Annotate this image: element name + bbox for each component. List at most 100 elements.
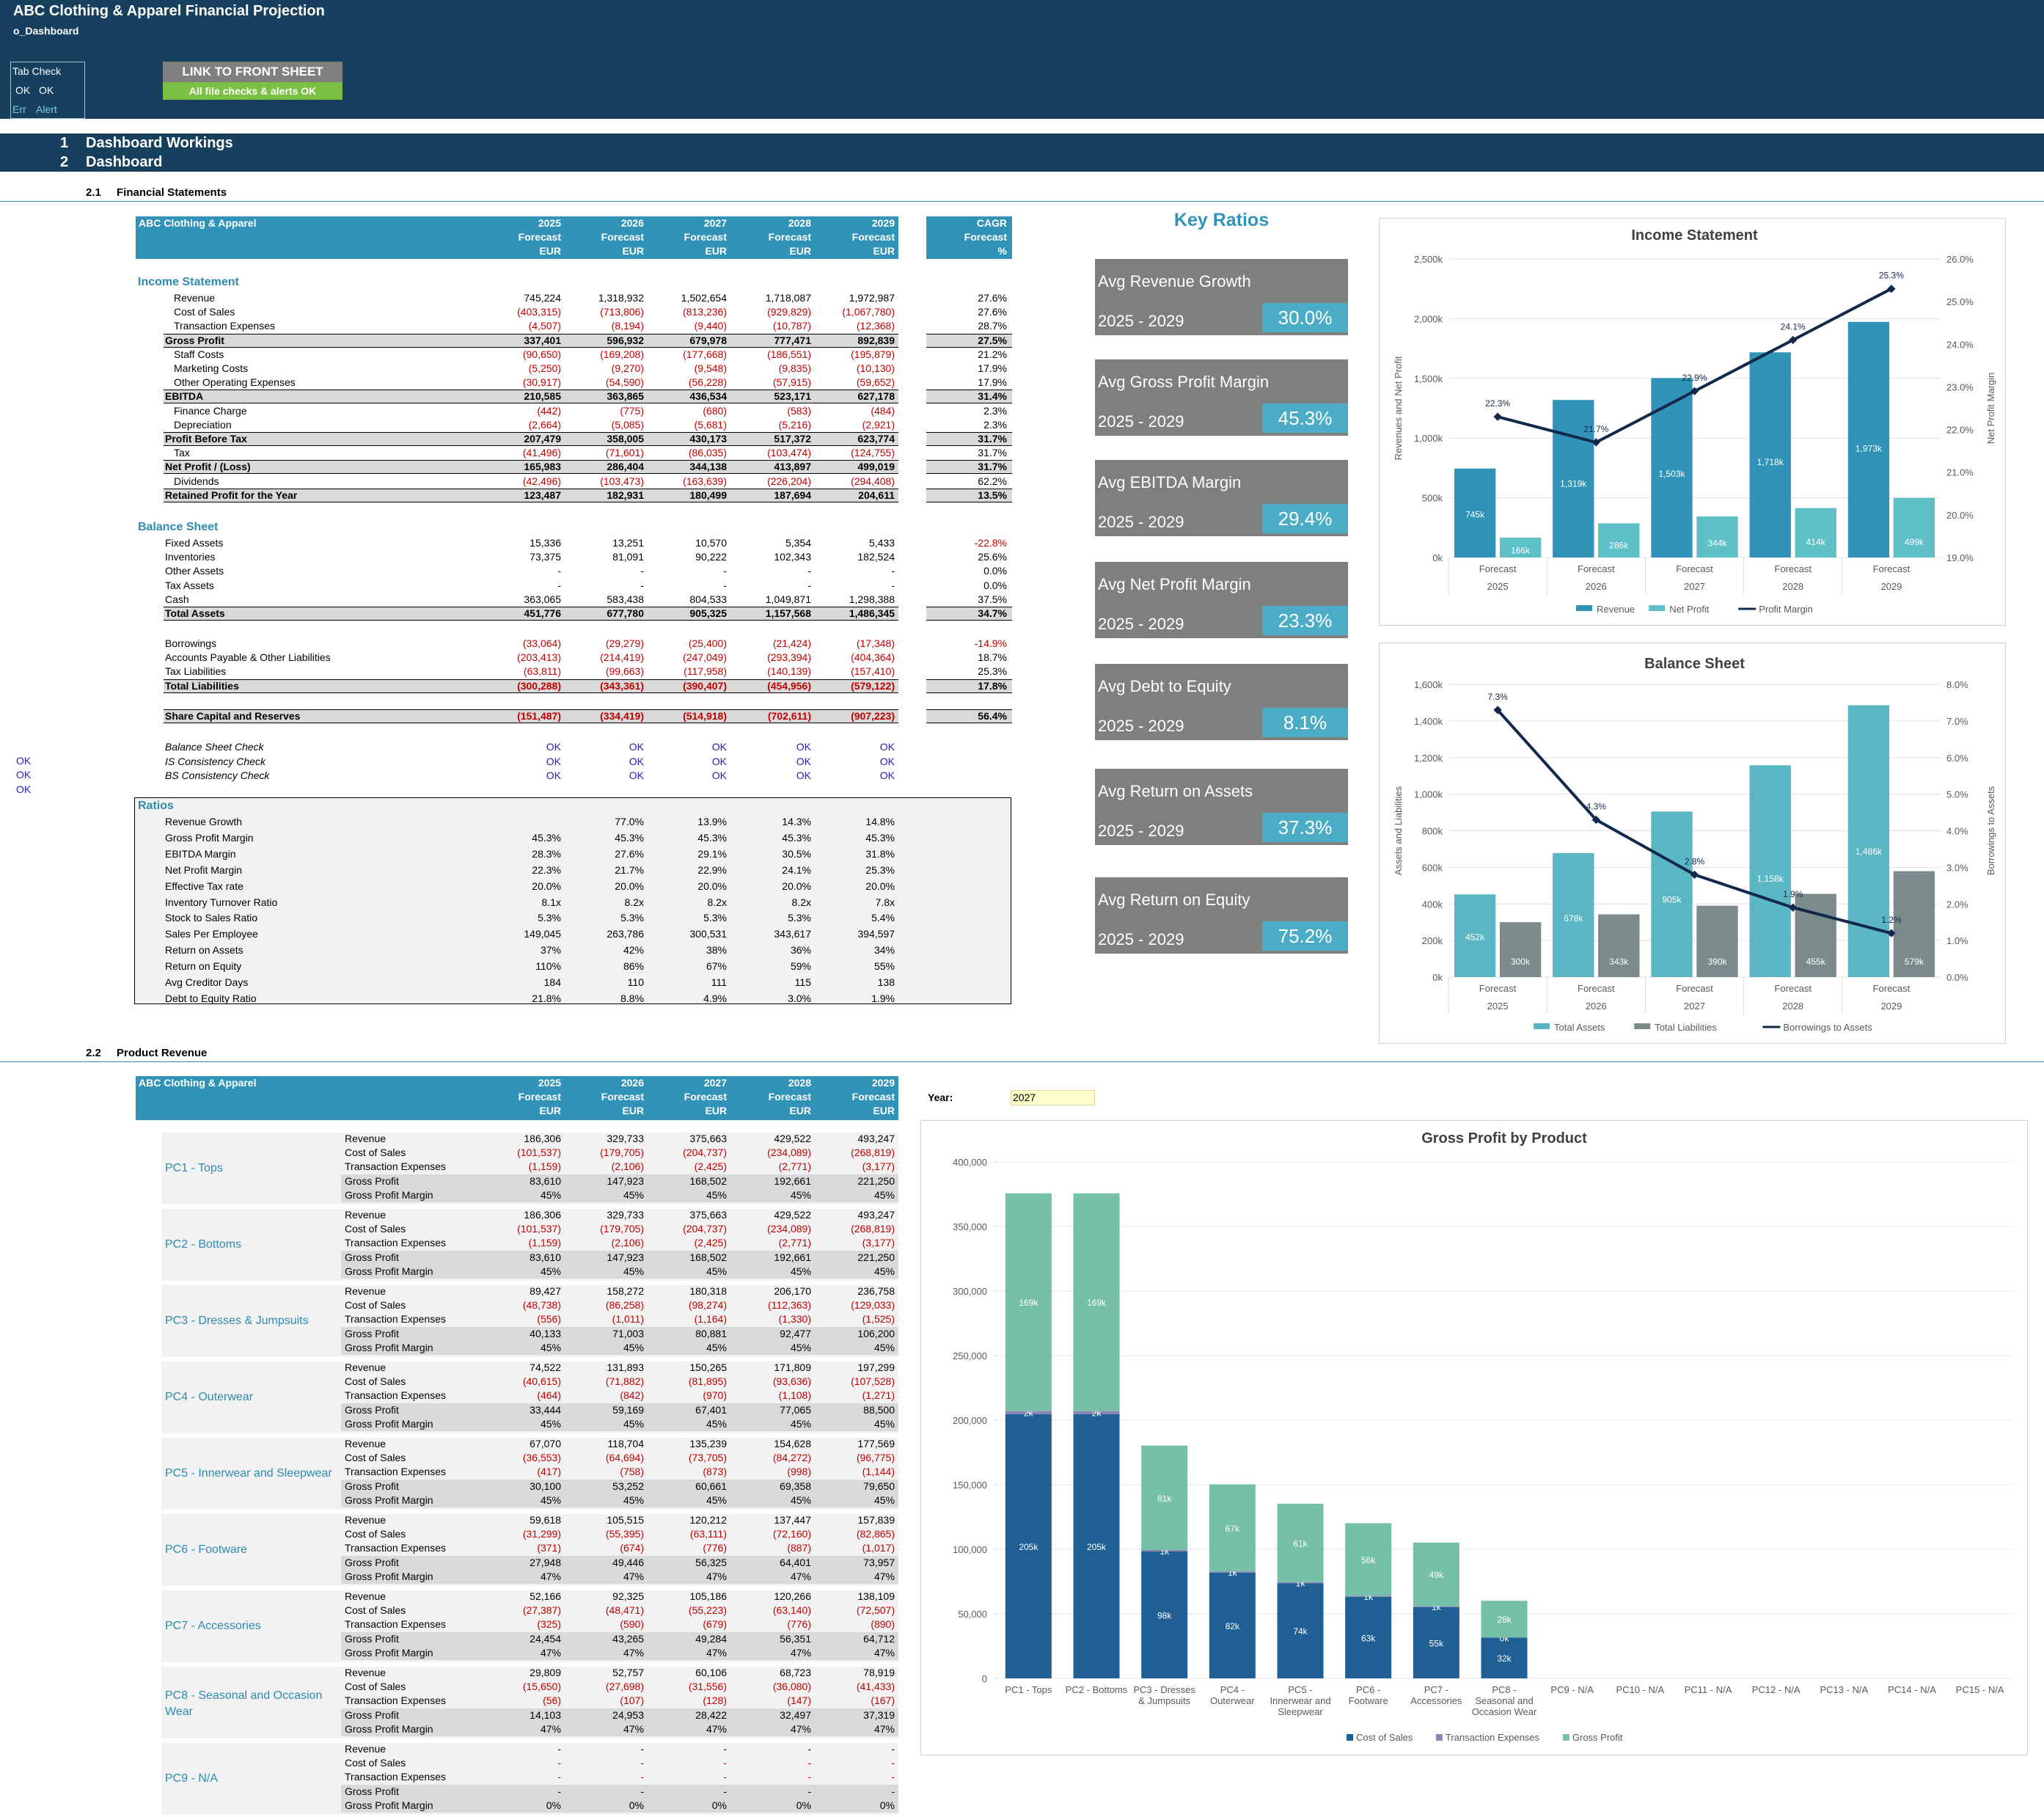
product-value: 45% — [706, 1494, 727, 1506]
row-value: 8.1x — [541, 896, 561, 908]
key-ratio-value: 30.0% — [1262, 303, 1348, 332]
key-ratio-value: 23.3% — [1262, 606, 1348, 635]
bar-label: 166k — [1511, 546, 1531, 556]
row-value: 8.2x — [707, 896, 727, 908]
row-value: 38% — [706, 944, 727, 957]
product-value: 120,266 — [774, 1590, 811, 1602]
row-label: BS Consistency Check — [165, 769, 270, 781]
row-value: (33,064) — [522, 637, 561, 649]
section-dashboard[interactable]: 2 Dashboard — [0, 153, 2044, 172]
line-label: Gross Profit Margin — [345, 1722, 433, 1735]
product-value: (464) — [537, 1389, 561, 1402]
line-marker — [1493, 412, 1502, 421]
section-dashboard-workings[interactable]: 1 Dashboard Workings — [0, 134, 2044, 153]
bar-label: 81k — [1157, 1494, 1172, 1504]
row-label: Return on Equity — [165, 960, 242, 973]
row-value: OK — [629, 741, 644, 753]
product-value: (3,177) — [862, 1237, 895, 1249]
category-label: PC15 - N/A — [1956, 1684, 2004, 1695]
product-value: (40,615) — [522, 1375, 561, 1388]
stacked-bar-segment — [1481, 1601, 1528, 1638]
line-label: Revenue — [345, 1133, 387, 1144]
bar — [1598, 523, 1640, 557]
y-tick-label: 1,500k — [1414, 373, 1443, 384]
forecast-label: Forecast — [601, 231, 644, 243]
row-label: Inventories — [165, 551, 216, 563]
product-name: PC5 - Innerwear and Sleepwear — [165, 1467, 332, 1480]
y-tick-label: 0k — [1432, 552, 1443, 563]
key-ratio-period: 2025 - 2029 — [1098, 717, 1184, 735]
row-value: (30,917) — [522, 376, 561, 389]
product-value: 40,133 — [530, 1327, 561, 1339]
product-value: 52,757 — [612, 1667, 644, 1678]
row-label: Tax Liabilities — [165, 665, 227, 678]
product-value: 493,247 — [857, 1209, 895, 1221]
category-label: PC8 - — [1492, 1684, 1516, 1695]
category-label: PC9 - N/A — [1550, 1684, 1594, 1695]
row-value: (713,806) — [600, 306, 644, 318]
row-label: Dividends — [174, 475, 219, 487]
category-top-label: Forecast — [1873, 563, 1911, 574]
row-value: 5,354 — [785, 537, 811, 549]
product-value: (590) — [620, 1618, 644, 1631]
file-check-status: All file checks & alerts OK — [163, 82, 343, 100]
company-name: ABC Clothing & Apparel — [139, 217, 257, 229]
line-label: Gross Profit — [345, 1708, 399, 1721]
line-marker — [1690, 870, 1699, 880]
row-value: 343,617 — [774, 928, 811, 940]
year-input[interactable]: 2027 — [1011, 1090, 1095, 1105]
product-value: 236,758 — [857, 1285, 895, 1297]
product-value: (1,164) — [694, 1313, 727, 1326]
row-value: (71,601) — [605, 447, 644, 459]
product-value: 89,427 — [530, 1285, 561, 1297]
total-shade — [926, 460, 1012, 475]
product-value: (1,144) — [862, 1466, 895, 1478]
row-value: 517,372 — [774, 433, 811, 445]
product-value: 0% — [796, 1799, 811, 1811]
fs-table-header: ABC Clothing & Apparel 2025 Forecast EUR 202… — [136, 216, 1012, 259]
row-label: Revenue — [174, 292, 216, 304]
product-value: 83,610 — [530, 1174, 561, 1187]
product-value: (48,471) — [605, 1604, 644, 1617]
product-value: 45% — [540, 1265, 561, 1277]
row-label: Staff Costs — [174, 348, 224, 360]
product-value: (890) — [871, 1618, 895, 1631]
app-title: ABC Clothing & Apparel Financial Project… — [13, 3, 325, 19]
row-value: OK — [796, 769, 811, 781]
cagr-value: 31.7% — [978, 461, 1007, 473]
product-value: (55,223) — [688, 1604, 727, 1617]
product-value: (48,738) — [522, 1299, 561, 1312]
y-tick-label: 500k — [1422, 493, 1443, 504]
row-value: (247,049) — [683, 651, 727, 664]
fs-row: Cost of Sales (403,315) (713,806) (813,236)… — [136, 305, 1012, 319]
y2-tick-label: 22.0% — [1946, 425, 1974, 436]
currency-label: EUR — [789, 245, 811, 257]
tab-check-title: Tab Check — [12, 65, 62, 77]
product-value: - — [557, 1785, 561, 1797]
line-label: Revenue — [345, 1514, 387, 1526]
cagr-value: 25.3% — [978, 665, 1007, 678]
product-row: Revenue 89,427 158,272 180,318 206,170 236,75… — [341, 1284, 898, 1298]
row-value: (442) — [537, 404, 561, 417]
fs-row: Other Assets - - - - - 0.0% — [136, 564, 1012, 578]
stacked-bar-segment — [1005, 1193, 1052, 1411]
category-label: Sleepwear — [1278, 1706, 1323, 1717]
link-to-front-sheet-button[interactable]: LINK TO FRONT SHEET — [163, 62, 343, 82]
product-value: 131,893 — [607, 1361, 644, 1373]
product-row: Gross Profit 33,444 59,169 67,401 77,065 88,5… — [341, 1403, 898, 1417]
income-statement-chart: Income Statement 0k 500k 1,000k 1,500k 2,000k… — [1379, 218, 2006, 626]
row-value: 36% — [790, 944, 811, 957]
cagr-value: 2.3% — [983, 418, 1007, 431]
cagr-header-bg — [926, 216, 1012, 259]
category-label: PC12 - N/A — [1752, 1684, 1801, 1695]
product-row: Transaction Expenses (56) (107) (128) (147) (… — [341, 1694, 898, 1708]
row-value: 21.8% — [532, 992, 561, 1004]
bar — [1795, 508, 1836, 557]
currency-label: EUR — [622, 1105, 644, 1116]
product-value: 68,723 — [780, 1667, 811, 1678]
cagr-value: 31.7% — [978, 447, 1007, 459]
product-value: 171,809 — [774, 1361, 811, 1373]
product-value: 186,306 — [524, 1209, 561, 1221]
row-label: Inventory Turnover Ratio — [165, 896, 278, 908]
category-label: 2029 — [1880, 581, 1902, 592]
